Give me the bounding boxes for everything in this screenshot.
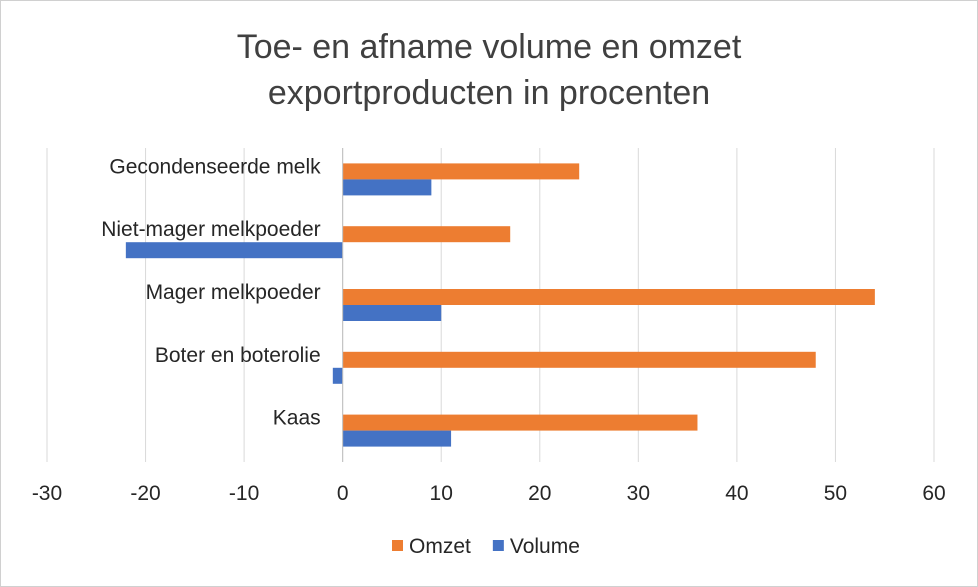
category-label-3: Boter en boterolie xyxy=(155,344,321,367)
x-tick-label-8: 50 xyxy=(824,482,847,505)
x-tick-label-1: -20 xyxy=(130,482,160,505)
x-tick-label-7: 40 xyxy=(725,482,748,505)
bar-volume-2 xyxy=(342,305,442,321)
bar-omzet-0 xyxy=(342,163,580,180)
x-tick-label-4: 10 xyxy=(430,482,453,505)
legend-label-volume: Volume xyxy=(510,535,580,558)
bar-omzet-1 xyxy=(342,226,511,243)
x-tick-label-6: 30 xyxy=(627,482,650,505)
x-tick-label-5: 20 xyxy=(528,482,551,505)
chart-title-line-2: exportproducten in procenten xyxy=(267,74,711,112)
chart-title-line-1: Toe- en afname volume en omzet xyxy=(236,28,742,66)
bar-volume-0 xyxy=(342,179,432,196)
x-tick-label-3: 0 xyxy=(337,482,349,505)
legend-label-omzet: Omzet xyxy=(409,535,471,558)
bar-omzet-2 xyxy=(342,289,875,305)
bar-volume-4 xyxy=(342,430,452,447)
x-tick-label-0: -30 xyxy=(32,482,62,505)
category-label-4: Kaas xyxy=(273,407,321,430)
bar-volume-3 xyxy=(332,367,343,384)
bar-volume-1 xyxy=(125,242,343,259)
x-tick-label-2: -10 xyxy=(229,482,259,505)
legend-swatch-volume xyxy=(492,540,504,551)
category-label-0: Gecondenseerde melk xyxy=(109,155,321,178)
legend-swatch-omzet xyxy=(392,540,403,551)
x-tick-label-9: 60 xyxy=(922,482,945,505)
bar-omzet-3 xyxy=(342,351,816,368)
category-label-2: Mager melkpoeder xyxy=(146,281,321,304)
category-label-1: Niet-mager melkpoeder xyxy=(101,218,320,241)
bar-omzet-4 xyxy=(342,414,698,431)
